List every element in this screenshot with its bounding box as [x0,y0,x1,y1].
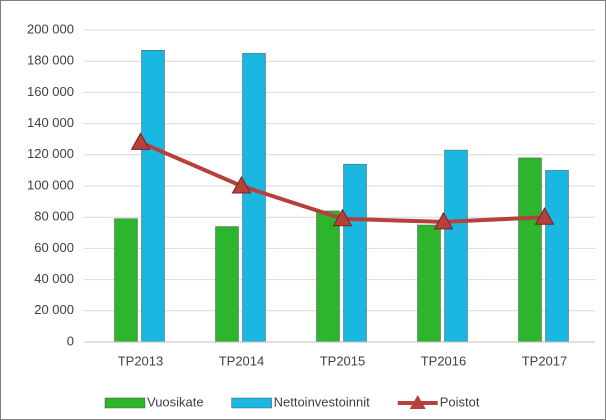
x-tick-label: TP2015 [320,353,366,368]
bar [242,53,266,343]
bar [316,210,340,343]
y-tick-label: 0 [67,333,74,348]
y-tick-label: 40 000 [34,271,74,286]
bar [444,149,468,343]
y-tick-label: 180 000 [27,53,74,68]
bar [343,163,367,343]
y-tick-label: 140 000 [27,115,74,130]
bar [215,226,239,343]
bar [545,170,569,343]
legend-label: Vuosikate [147,394,204,409]
marker [130,132,151,150]
bar [114,218,138,343]
marker [332,208,353,227]
bar [141,50,165,343]
marker [433,211,454,230]
y-tick-label: 80 000 [34,209,74,224]
marker [231,175,252,194]
legend-swatch [231,397,272,409]
y-tick-label: 160 000 [27,84,74,99]
y-tick-label: 60 000 [34,240,74,255]
bar [518,157,542,343]
x-tick-label: TP2014 [219,353,265,368]
x-tick-label: TP2016 [421,353,467,368]
legend-label: Nettoinvestoinnit [274,394,370,409]
legend-swatch [104,397,146,409]
y-tick-label: 120 000 [27,146,74,161]
bar [417,224,441,343]
marker [534,207,555,225]
y-tick-label: 200 000 [27,21,74,36]
x-tick-label: TP2013 [118,353,164,368]
y-tick-label: 20 000 [34,302,74,317]
legend-swatch [409,395,426,409]
legend-label: Poistot [440,394,480,409]
x-tick-label: TP2017 [522,353,568,368]
y-tick-label: 100 000 [27,177,74,192]
